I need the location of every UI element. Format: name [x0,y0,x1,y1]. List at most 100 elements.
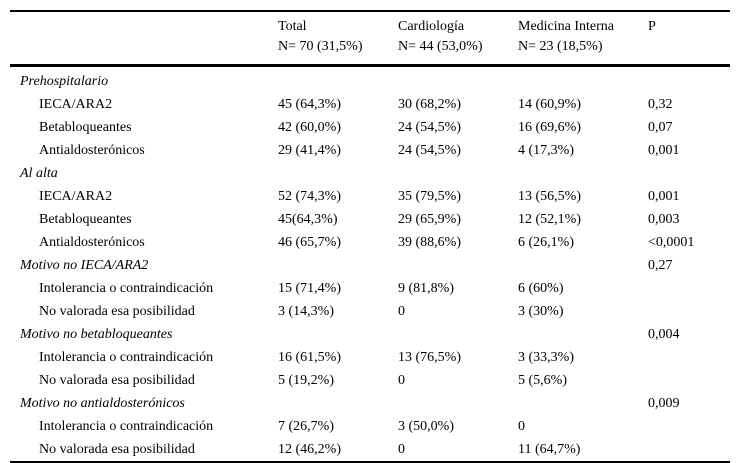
section-row: Motivo no antialdosterónicos 0,009 [10,392,730,415]
table-row: IECA/ARA2 52 (74,3%) 35 (79,5%) 13 (56,5… [10,185,730,208]
cell-p-value: 0,004 [648,327,680,342]
cell-medicina-interna: 0 [518,419,525,434]
cell-p-value [648,300,730,323]
cell-total [278,162,398,185]
cell-cardiologia: 39 (88,6%) [398,235,461,250]
row-label: Intolerancia o contraindicación [39,419,214,434]
cell-cardiologia: 30 (68,2%) [398,97,461,112]
cell-total: 16 (61,5%) [278,350,341,365]
table-row: Intolerancia o contraindicación 15 (71,4… [10,277,730,300]
cell-medicina-interna: 13 (56,5%) [518,189,581,204]
table-row: Intolerancia o contraindicación 16 (61,5… [10,346,730,369]
row-label: Betabloqueantes [39,212,132,227]
cell-cardiologia: 24 (54,5%) [398,143,461,158]
cell-cardiologia: 0 [398,442,405,457]
cell-p-value [648,438,730,462]
cell-p-value: 0,32 [648,97,673,112]
table-row: No valorada esa posibilidad 5 (19,2%) 0 … [10,369,730,392]
row-label: No valorada esa posibilidad [39,304,195,319]
cell-medicina-interna: 6 (26,1%) [518,235,574,250]
cell-medicina-interna: 6 (60%) [518,281,564,296]
table-row: No valorada esa posibilidad 3 (14,3%) 0 … [10,300,730,323]
cell-p-value [648,369,730,392]
cell-total: 3 (14,3%) [278,304,334,319]
row-label: Betabloqueantes [39,120,132,135]
cell-cardiologia: 13 (76,5%) [398,350,461,365]
cell-total: 29 (41,4%) [278,143,341,158]
row-label: Intolerancia o contraindicación [39,281,214,296]
cell-p-value: <0,0001 [648,235,695,250]
cell-p-value: 0,27 [648,258,673,273]
cell-medicina-interna: 16 (69,6%) [518,120,581,135]
header-empty [10,11,278,67]
header-cardiologia-title: Cardiología [398,19,465,34]
row-label: No valorada esa posibilidad [39,373,195,388]
cell-cardiologia [398,254,518,277]
cell-p-value [648,346,730,369]
cell-medicina-interna [518,323,648,346]
cell-cardiologia: 3 (50,0%) [398,419,454,434]
cell-cardiologia: 29 (65,9%) [398,212,461,227]
cell-p-value: 0,003 [648,212,680,227]
cell-medicina-interna: 11 (64,7%) [518,442,581,457]
cell-medicina-interna: 4 (17,3%) [518,143,574,158]
table-row: Antialdosterónicos 29 (41,4%) 24 (54,5%)… [10,139,730,162]
section-row: Motivo no IECA/ARA2 0,27 [10,254,730,277]
header-total-n: N= 70 (31,5%) [278,39,363,54]
cell-cardiologia [398,66,518,94]
header-medicina-interna: Medicina Interna N= 23 (18,5%) [518,11,648,67]
row-label: Al alta [20,166,58,181]
header-p-title: P [648,19,656,34]
cell-medicina-interna: 3 (33,3%) [518,350,574,365]
cell-medicina-interna [518,66,648,94]
cell-p-value: 0,009 [648,396,680,411]
cell-total: 12 (46,2%) [278,442,341,457]
cell-cardiologia: 9 (81,8%) [398,281,454,296]
cell-total: 46 (65,7%) [278,235,341,250]
row-label: Prehospitalario [20,74,109,89]
table-row: Betabloqueantes 42 (60,0%) 24 (54,5%) 16… [10,116,730,139]
cell-total: 7 (26,7%) [278,419,334,434]
table-row: IECA/ARA2 45 (64,3%) 30 (68,2%) 14 (60,9… [10,93,730,116]
cell-total [278,323,398,346]
cell-cardiologia: 0 [398,373,405,388]
table-header: Total N= 70 (31,5%) Cardiología N= 44 (5… [10,11,730,67]
cell-medicina-interna: 14 (60,9%) [518,97,581,112]
header-medicina-interna-title: Medicina Interna [518,19,615,34]
section-row: Prehospitalario [10,66,730,94]
cell-medicina-interna: 12 (52,1%) [518,212,581,227]
cell-medicina-interna [518,162,648,185]
cell-cardiologia [398,392,518,415]
results-table-wrap: Total N= 70 (31,5%) Cardiología N= 44 (5… [10,10,730,463]
section-row: Al alta [10,162,730,185]
medication-results-table: Total N= 70 (31,5%) Cardiología N= 44 (5… [10,10,730,463]
cell-total: 52 (74,3%) [278,189,341,204]
cell-total: 15 (71,4%) [278,281,341,296]
cell-cardiologia [398,162,518,185]
cell-cardiologia: 24 (54,5%) [398,120,461,135]
cell-p-value [648,277,730,300]
row-label: Intolerancia o contraindicación [39,350,214,365]
cell-medicina-interna [518,254,648,277]
header-total: Total N= 70 (31,5%) [278,11,398,67]
section-row: Motivo no betabloqueantes 0,004 [10,323,730,346]
cell-p-value: 0,001 [648,143,680,158]
cell-cardiologia [398,323,518,346]
header-p-value: P [648,11,730,67]
table-body: Prehospitalario IECA/ARA2 45 (64,3%) 30 … [10,66,730,463]
cell-medicina-interna: 3 (30%) [518,304,564,319]
cell-p-value: 0,07 [648,120,673,135]
cell-total [278,392,398,415]
row-label: No valorada esa posibilidad [39,442,195,457]
table-row: No valorada esa posibilidad 12 (46,2%) 0… [10,438,730,462]
cell-total [278,66,398,94]
cell-total: 45 (64,3%) [278,97,341,112]
cell-total: 5 (19,2%) [278,373,334,388]
row-label: Motivo no antialdosterónicos [20,396,185,411]
table-row: Intolerancia o contraindicación 7 (26,7%… [10,415,730,438]
cell-total: 42 (60,0%) [278,120,341,135]
header-cardiologia-n: N= 44 (53,0%) [398,39,483,54]
header-row: Total N= 70 (31,5%) Cardiología N= 44 (5… [10,11,730,67]
row-label: IECA/ARA2 [39,189,113,204]
